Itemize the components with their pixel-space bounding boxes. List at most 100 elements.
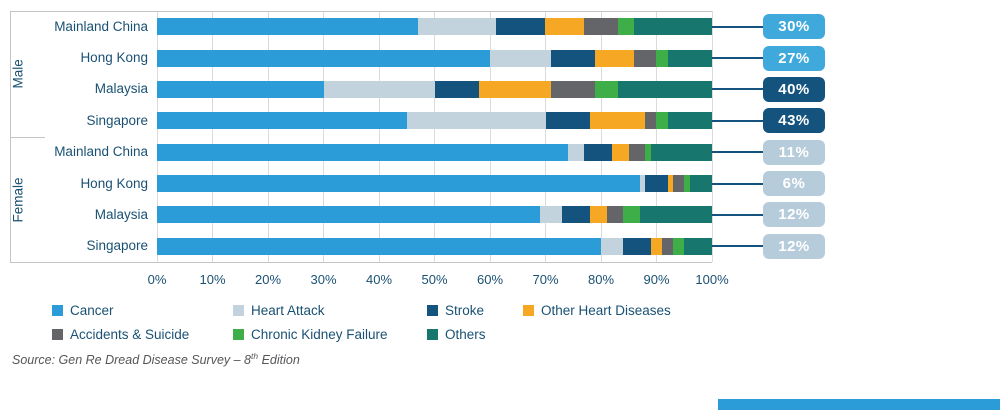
- bar-segment-accidents-suicide: [628, 143, 646, 161]
- bar-segment-stroke: [434, 80, 479, 98]
- bar-segment-stroke: [545, 112, 590, 130]
- badge-connector-line: [712, 57, 763, 60]
- bar-segment-other-heart-diseases: [612, 143, 629, 161]
- bar-segment-chronic-kidney-failure: [656, 49, 668, 67]
- claim-rate-badge: 12%: [763, 233, 825, 259]
- gridline: [711, 11, 713, 262]
- bar-row: [157, 175, 712, 193]
- bar-segment-chronic-kidney-failure: [656, 112, 668, 130]
- bar-segment-accidents-suicide: [634, 49, 657, 67]
- bar-segment-others: [667, 112, 712, 130]
- bar-row: [157, 49, 712, 67]
- x-axis-tick-label: 100%: [695, 272, 729, 287]
- gridline: [212, 11, 213, 262]
- bar-segment-chronic-kidney-failure: [617, 18, 635, 36]
- gridline: [545, 11, 546, 262]
- bar-segment-others: [639, 206, 712, 224]
- row-label: Malaysia: [94, 206, 148, 222]
- claim-rate-badge: 30%: [763, 14, 825, 40]
- x-axis-tick-label: 70%: [532, 272, 559, 287]
- bar-segment-other-heart-diseases: [667, 175, 674, 193]
- bar-segment-others: [617, 80, 712, 98]
- bar-segment-stroke: [623, 237, 651, 255]
- source-text: Source: Gen Re Dread Disease Survey – 8: [12, 353, 252, 368]
- bar-segment-cancer: [157, 237, 601, 255]
- bar-segment-other-heart-diseases: [589, 112, 646, 130]
- gridline: [156, 11, 158, 262]
- x-axis-tick-label: 10%: [199, 272, 226, 287]
- gridline: [267, 11, 269, 262]
- badge-connector-line: [712, 245, 763, 248]
- gridline: [323, 11, 324, 262]
- bar-segment-stroke: [645, 175, 668, 193]
- bar-segment-others: [689, 175, 712, 193]
- legend-label: Accidents & Suicide: [70, 326, 190, 342]
- claim-rate-badge: 12%: [763, 202, 825, 228]
- legend-label: Other Heart Diseases: [541, 302, 671, 318]
- bar-segment-stroke: [551, 49, 596, 67]
- bar-segment-stroke: [562, 206, 590, 224]
- legend-item-stroke: Stroke: [427, 302, 484, 318]
- bar-segment-others: [667, 49, 712, 67]
- row-label: Mainland China: [54, 18, 148, 34]
- legend-label: Cancer: [70, 302, 114, 318]
- legend-item-chronic-kidney-failure: Chronic Kidney Failure: [233, 326, 388, 342]
- claim-rate-badge: 27%: [763, 45, 825, 71]
- row-label: Hong Kong: [80, 175, 148, 191]
- legend-swatch-cancer: [52, 304, 63, 316]
- row-label: Mainland China: [54, 144, 148, 160]
- legend-swatch-heart-attack: [233, 304, 244, 316]
- bar-row: [157, 237, 712, 255]
- legend-swatch-stroke: [427, 304, 438, 316]
- bar-row: [157, 18, 712, 36]
- legend-swatch-accidents-suicide: [52, 328, 63, 340]
- x-axis-tick-label: 80%: [587, 272, 615, 287]
- bar-segment-other-heart-diseases: [545, 18, 585, 36]
- bar-segment-other-heart-diseases: [595, 49, 635, 67]
- gridline: [489, 11, 491, 262]
- plot-top-border: [10, 11, 712, 12]
- source-suffix: Edition: [258, 353, 300, 368]
- x-axis-tick-label: 50%: [421, 272, 448, 287]
- claim-rate-badge: 40%: [763, 76, 825, 102]
- bar-row: [157, 80, 712, 98]
- bar-segment-accidents-suicide: [606, 206, 624, 224]
- bar-segment-accidents-suicide: [584, 18, 618, 36]
- badge-connector-line: [712, 182, 763, 185]
- gridline: [600, 11, 602, 262]
- bar-segment-cancer: [157, 112, 407, 130]
- bar-segment-cancer: [157, 80, 324, 98]
- bar-segment-cancer: [157, 143, 568, 161]
- bar-segment-stroke: [495, 18, 546, 36]
- bar-segment-heart-attack: [490, 49, 552, 67]
- badge-connector-line: [712, 25, 763, 28]
- bar-segment-other-heart-diseases: [650, 237, 663, 255]
- legend-swatch-chronic-kidney-failure: [233, 328, 244, 340]
- row-label: Malaysia: [94, 81, 148, 97]
- legend-item-other-heart-diseases: Other Heart Diseases: [523, 302, 671, 318]
- badge-connector-line: [712, 88, 763, 91]
- bar-segment-other-heart-diseases: [589, 206, 607, 224]
- bar-segment-accidents-suicide: [645, 112, 657, 130]
- brand-footer-stripe: [718, 399, 1000, 410]
- bar-segment-chronic-kidney-failure: [684, 175, 690, 193]
- x-axis-tick-label: 0%: [147, 272, 167, 287]
- bar-segment-other-heart-diseases: [478, 80, 552, 98]
- legend-label: Chronic Kidney Failure: [251, 326, 388, 342]
- bar-row: [157, 206, 712, 224]
- x-axis-tick-label: 30%: [310, 272, 337, 287]
- row-label: Hong Kong: [80, 50, 148, 66]
- row-label: Singapore: [86, 112, 148, 128]
- badge-connector-line: [712, 151, 763, 154]
- claim-rate-badge: 11%: [763, 139, 825, 165]
- bar-segment-chronic-kidney-failure: [623, 206, 640, 224]
- bar-segment-accidents-suicide: [673, 175, 685, 193]
- legend-swatch-other-heart-diseases: [523, 304, 534, 316]
- bar-segment-accidents-suicide: [551, 80, 596, 98]
- bar-segment-heart-attack: [406, 112, 546, 130]
- bar-segment-others: [650, 143, 712, 161]
- claim-rate-badge: 43%: [763, 108, 825, 134]
- badge-connector-line: [712, 213, 763, 216]
- bar-segment-cancer: [157, 49, 490, 67]
